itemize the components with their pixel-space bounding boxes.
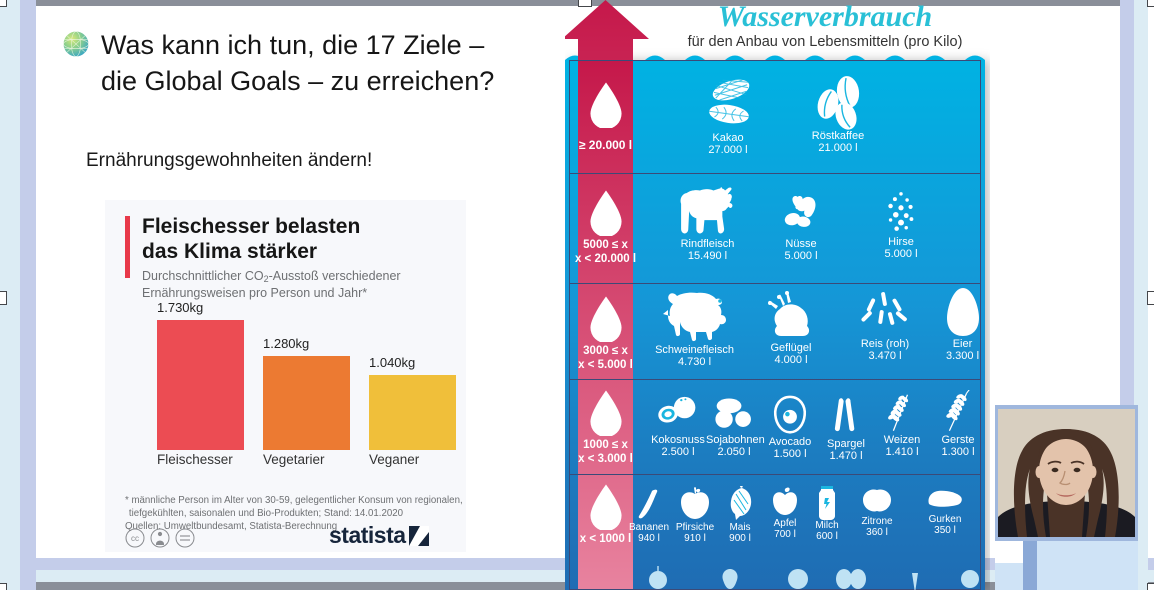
svg-text:cc: cc [131, 534, 139, 543]
